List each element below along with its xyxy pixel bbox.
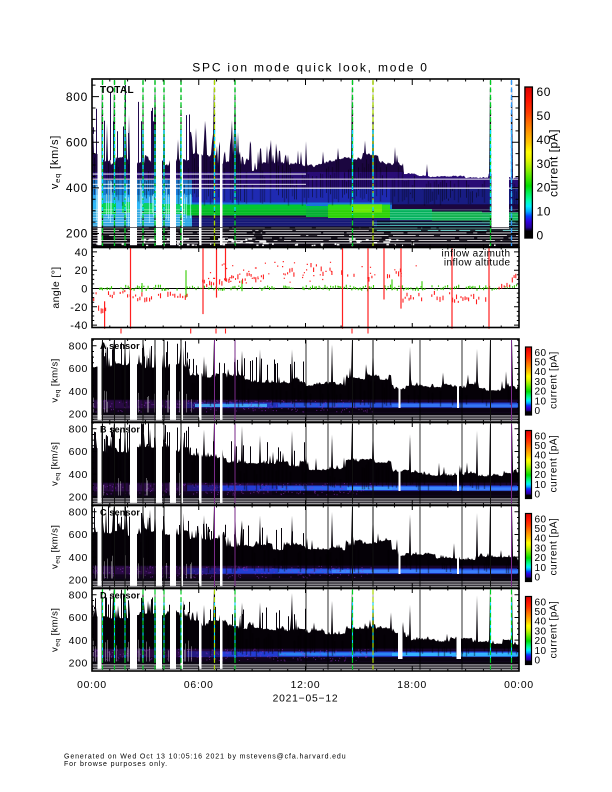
svg-text:veq [km/s]: veq [km/s] <box>50 525 62 569</box>
svg-text:veq [km/s]: veq [km/s] <box>49 135 62 189</box>
svg-text:200: 200 <box>69 575 88 587</box>
svg-text:veq [km/s]: veq [km/s] <box>50 608 62 652</box>
svg-text:40: 40 <box>535 617 547 628</box>
svg-text:12:00: 12:00 <box>291 680 321 691</box>
svg-text:0: 0 <box>535 656 541 667</box>
svg-text:inflow altitude: inflow altitude <box>444 258 511 269</box>
svg-text:2021−05−12: 2021−05−12 <box>273 694 339 705</box>
svg-text:20: 20 <box>535 636 547 647</box>
svg-text:current [pA]: current [pA] <box>549 518 560 576</box>
svg-text:10: 10 <box>535 480 547 491</box>
svg-text:20: 20 <box>535 387 547 398</box>
svg-text:SPC ion mode quick look, mode: SPC ion mode quick look, mode 0 <box>192 61 429 75</box>
svg-text:current [pA]: current [pA] <box>549 351 560 409</box>
svg-text:800: 800 <box>69 424 88 436</box>
svg-text:10: 10 <box>537 205 552 219</box>
svg-text:600: 600 <box>69 529 88 541</box>
svg-text:C sensor: C sensor <box>100 507 140 517</box>
svg-text:200: 200 <box>69 658 88 670</box>
svg-text:400: 400 <box>66 181 88 195</box>
svg-text:0: 0 <box>537 229 544 243</box>
svg-text:200: 200 <box>69 409 88 421</box>
svg-text:TOTAL: TOTAL <box>100 85 134 96</box>
svg-text:Generated on Wed Oct 13 10:05:: Generated on Wed Oct 13 10:05:16 2021 by… <box>64 754 346 761</box>
svg-text:0: 0 <box>535 406 541 417</box>
svg-text:600: 600 <box>69 612 88 624</box>
svg-text:30: 30 <box>537 157 552 171</box>
svg-text:00:00: 00:00 <box>77 680 107 691</box>
svg-text:400: 400 <box>69 552 88 564</box>
svg-text:veq [km/s]: veq [km/s] <box>50 442 62 486</box>
svg-text:0: 0 <box>81 284 88 296</box>
svg-text:800: 800 <box>69 341 88 353</box>
svg-text:20: 20 <box>535 470 547 481</box>
svg-text:-40: -40 <box>70 320 88 332</box>
svg-text:800: 800 <box>66 90 88 104</box>
svg-text:40: 40 <box>75 247 88 259</box>
svg-text:400: 400 <box>69 635 88 647</box>
svg-text:60: 60 <box>535 348 547 359</box>
svg-text:400: 400 <box>69 469 88 481</box>
svg-text:00:00: 00:00 <box>504 680 534 691</box>
svg-text:200: 200 <box>69 492 88 504</box>
svg-text:current [pA]: current [pA] <box>549 601 560 659</box>
svg-text:60: 60 <box>535 431 547 442</box>
svg-text:06:00: 06:00 <box>184 680 214 691</box>
svg-text:60: 60 <box>535 597 547 608</box>
svg-text:A sensor: A sensor <box>100 341 140 351</box>
svg-text:30: 30 <box>535 626 547 637</box>
svg-text:40: 40 <box>535 367 547 378</box>
svg-text:50: 50 <box>535 524 547 535</box>
svg-text:inflow azimuth: inflow azimuth <box>442 249 511 260</box>
svg-text:60: 60 <box>537 85 552 99</box>
svg-text:50: 50 <box>535 607 547 618</box>
svg-text:angle [°]: angle [°] <box>50 266 62 308</box>
svg-text:D sensor: D sensor <box>100 590 140 600</box>
svg-text:60: 60 <box>535 514 547 525</box>
svg-text:600: 600 <box>66 135 88 149</box>
svg-text:50: 50 <box>535 441 547 452</box>
svg-text:20: 20 <box>75 265 88 277</box>
svg-text:18:00: 18:00 <box>397 680 427 691</box>
svg-text:B sensor: B sensor <box>100 424 140 434</box>
svg-text:10: 10 <box>535 396 547 407</box>
svg-text:30: 30 <box>535 460 547 471</box>
svg-text:10: 10 <box>535 646 547 657</box>
svg-text:current [pA]: current [pA] <box>547 129 561 197</box>
svg-text:600: 600 <box>69 363 88 375</box>
svg-text:For browse purposes only.: For browse purposes only. <box>64 761 168 768</box>
svg-text:veq [km/s]: veq [km/s] <box>50 358 62 402</box>
svg-text:-20: -20 <box>70 302 88 314</box>
svg-text:200: 200 <box>66 227 88 241</box>
svg-text:50: 50 <box>537 109 552 123</box>
svg-text:800: 800 <box>69 507 88 519</box>
svg-text:current [pA]: current [pA] <box>549 435 560 493</box>
svg-text:400: 400 <box>69 386 88 398</box>
svg-text:30: 30 <box>535 377 547 388</box>
svg-text:40: 40 <box>535 451 547 462</box>
svg-text:20: 20 <box>537 181 552 195</box>
svg-text:20: 20 <box>535 553 547 564</box>
svg-text:0: 0 <box>535 490 541 501</box>
svg-text:800: 800 <box>69 590 88 602</box>
svg-text:50: 50 <box>535 358 547 369</box>
svg-text:0: 0 <box>535 573 541 584</box>
svg-text:40: 40 <box>535 534 547 545</box>
svg-text:10: 10 <box>535 563 547 574</box>
svg-text:600: 600 <box>69 446 88 458</box>
svg-text:40: 40 <box>537 133 552 147</box>
svg-text:30: 30 <box>535 543 547 554</box>
